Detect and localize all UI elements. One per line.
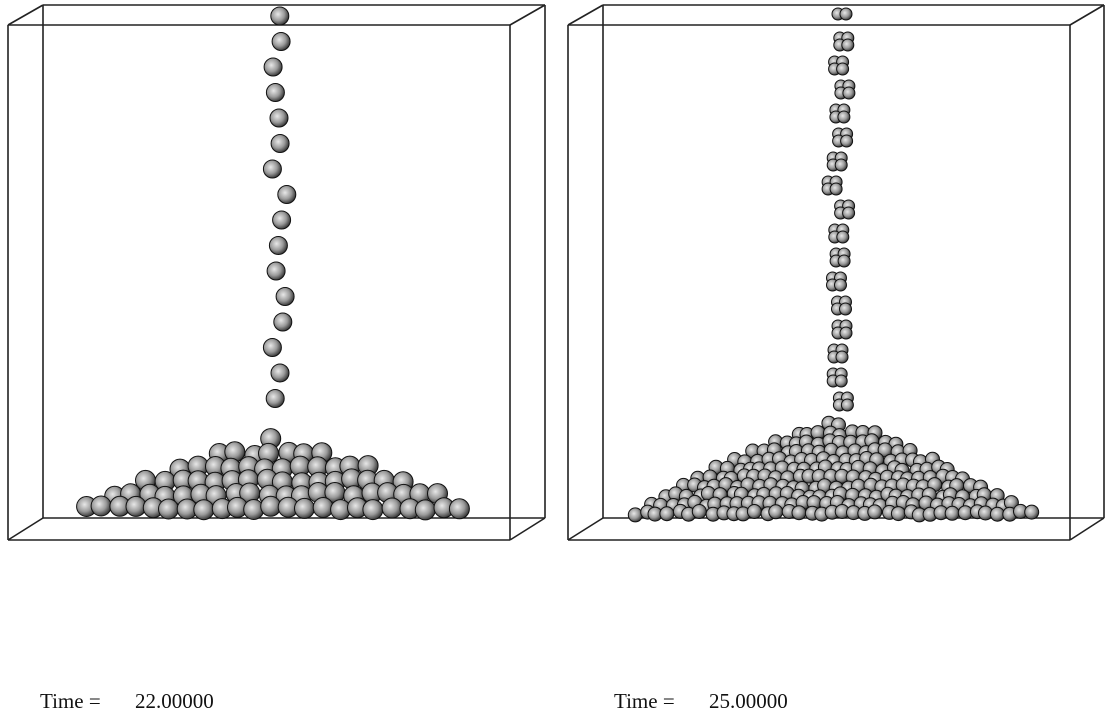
- particle: [274, 313, 292, 331]
- particle: [1025, 505, 1039, 519]
- particle: [313, 498, 333, 518]
- particle: [194, 500, 214, 520]
- particle: [269, 237, 287, 255]
- particle: [843, 207, 855, 219]
- particle: [945, 506, 959, 520]
- particle: [835, 159, 847, 171]
- particle: [266, 84, 284, 102]
- particle: [843, 87, 855, 99]
- particle: [263, 160, 281, 178]
- time-label: Time =: [614, 689, 675, 713]
- particle: [830, 183, 842, 195]
- particle: [792, 506, 806, 520]
- particle: [692, 505, 706, 519]
- particle: [271, 364, 289, 382]
- particle: [415, 500, 435, 520]
- particle: [271, 7, 289, 25]
- particle: [841, 135, 853, 147]
- particle: [660, 507, 674, 521]
- time-value: 25.00000: [709, 689, 788, 713]
- particle: [295, 498, 315, 518]
- particle: [382, 498, 402, 518]
- particle: [272, 33, 290, 51]
- particle: [159, 499, 179, 519]
- particle: [840, 327, 852, 339]
- particle: [270, 109, 288, 127]
- particle: [838, 255, 850, 267]
- particle: [278, 186, 296, 204]
- particle: [836, 351, 848, 363]
- particle: [91, 496, 111, 516]
- particle: [769, 505, 783, 519]
- particle: [273, 211, 291, 229]
- time-label: Time =: [40, 689, 101, 713]
- particle: [840, 303, 852, 315]
- particle: [271, 135, 289, 153]
- time-value: 22.00000: [135, 689, 214, 713]
- particle: [868, 505, 882, 519]
- particle: [837, 231, 849, 243]
- particle: [261, 496, 281, 516]
- particle: [840, 8, 852, 20]
- particle: [891, 507, 905, 521]
- particle: [266, 390, 284, 408]
- particle: [838, 111, 850, 123]
- particle: [842, 39, 854, 51]
- particles: [77, 7, 1039, 522]
- particle: [628, 508, 642, 522]
- particle: [837, 63, 849, 75]
- particle: [747, 505, 761, 519]
- particle: [276, 288, 294, 306]
- particle: [264, 58, 282, 76]
- particle: [449, 499, 469, 519]
- figure: Time = 22.00000 Time = 25.00000: [0, 0, 1106, 719]
- particle: [835, 279, 847, 291]
- particle: [841, 399, 853, 411]
- particle: [835, 375, 847, 387]
- particle: [363, 500, 383, 520]
- particle: [263, 339, 281, 357]
- particle: [267, 262, 285, 280]
